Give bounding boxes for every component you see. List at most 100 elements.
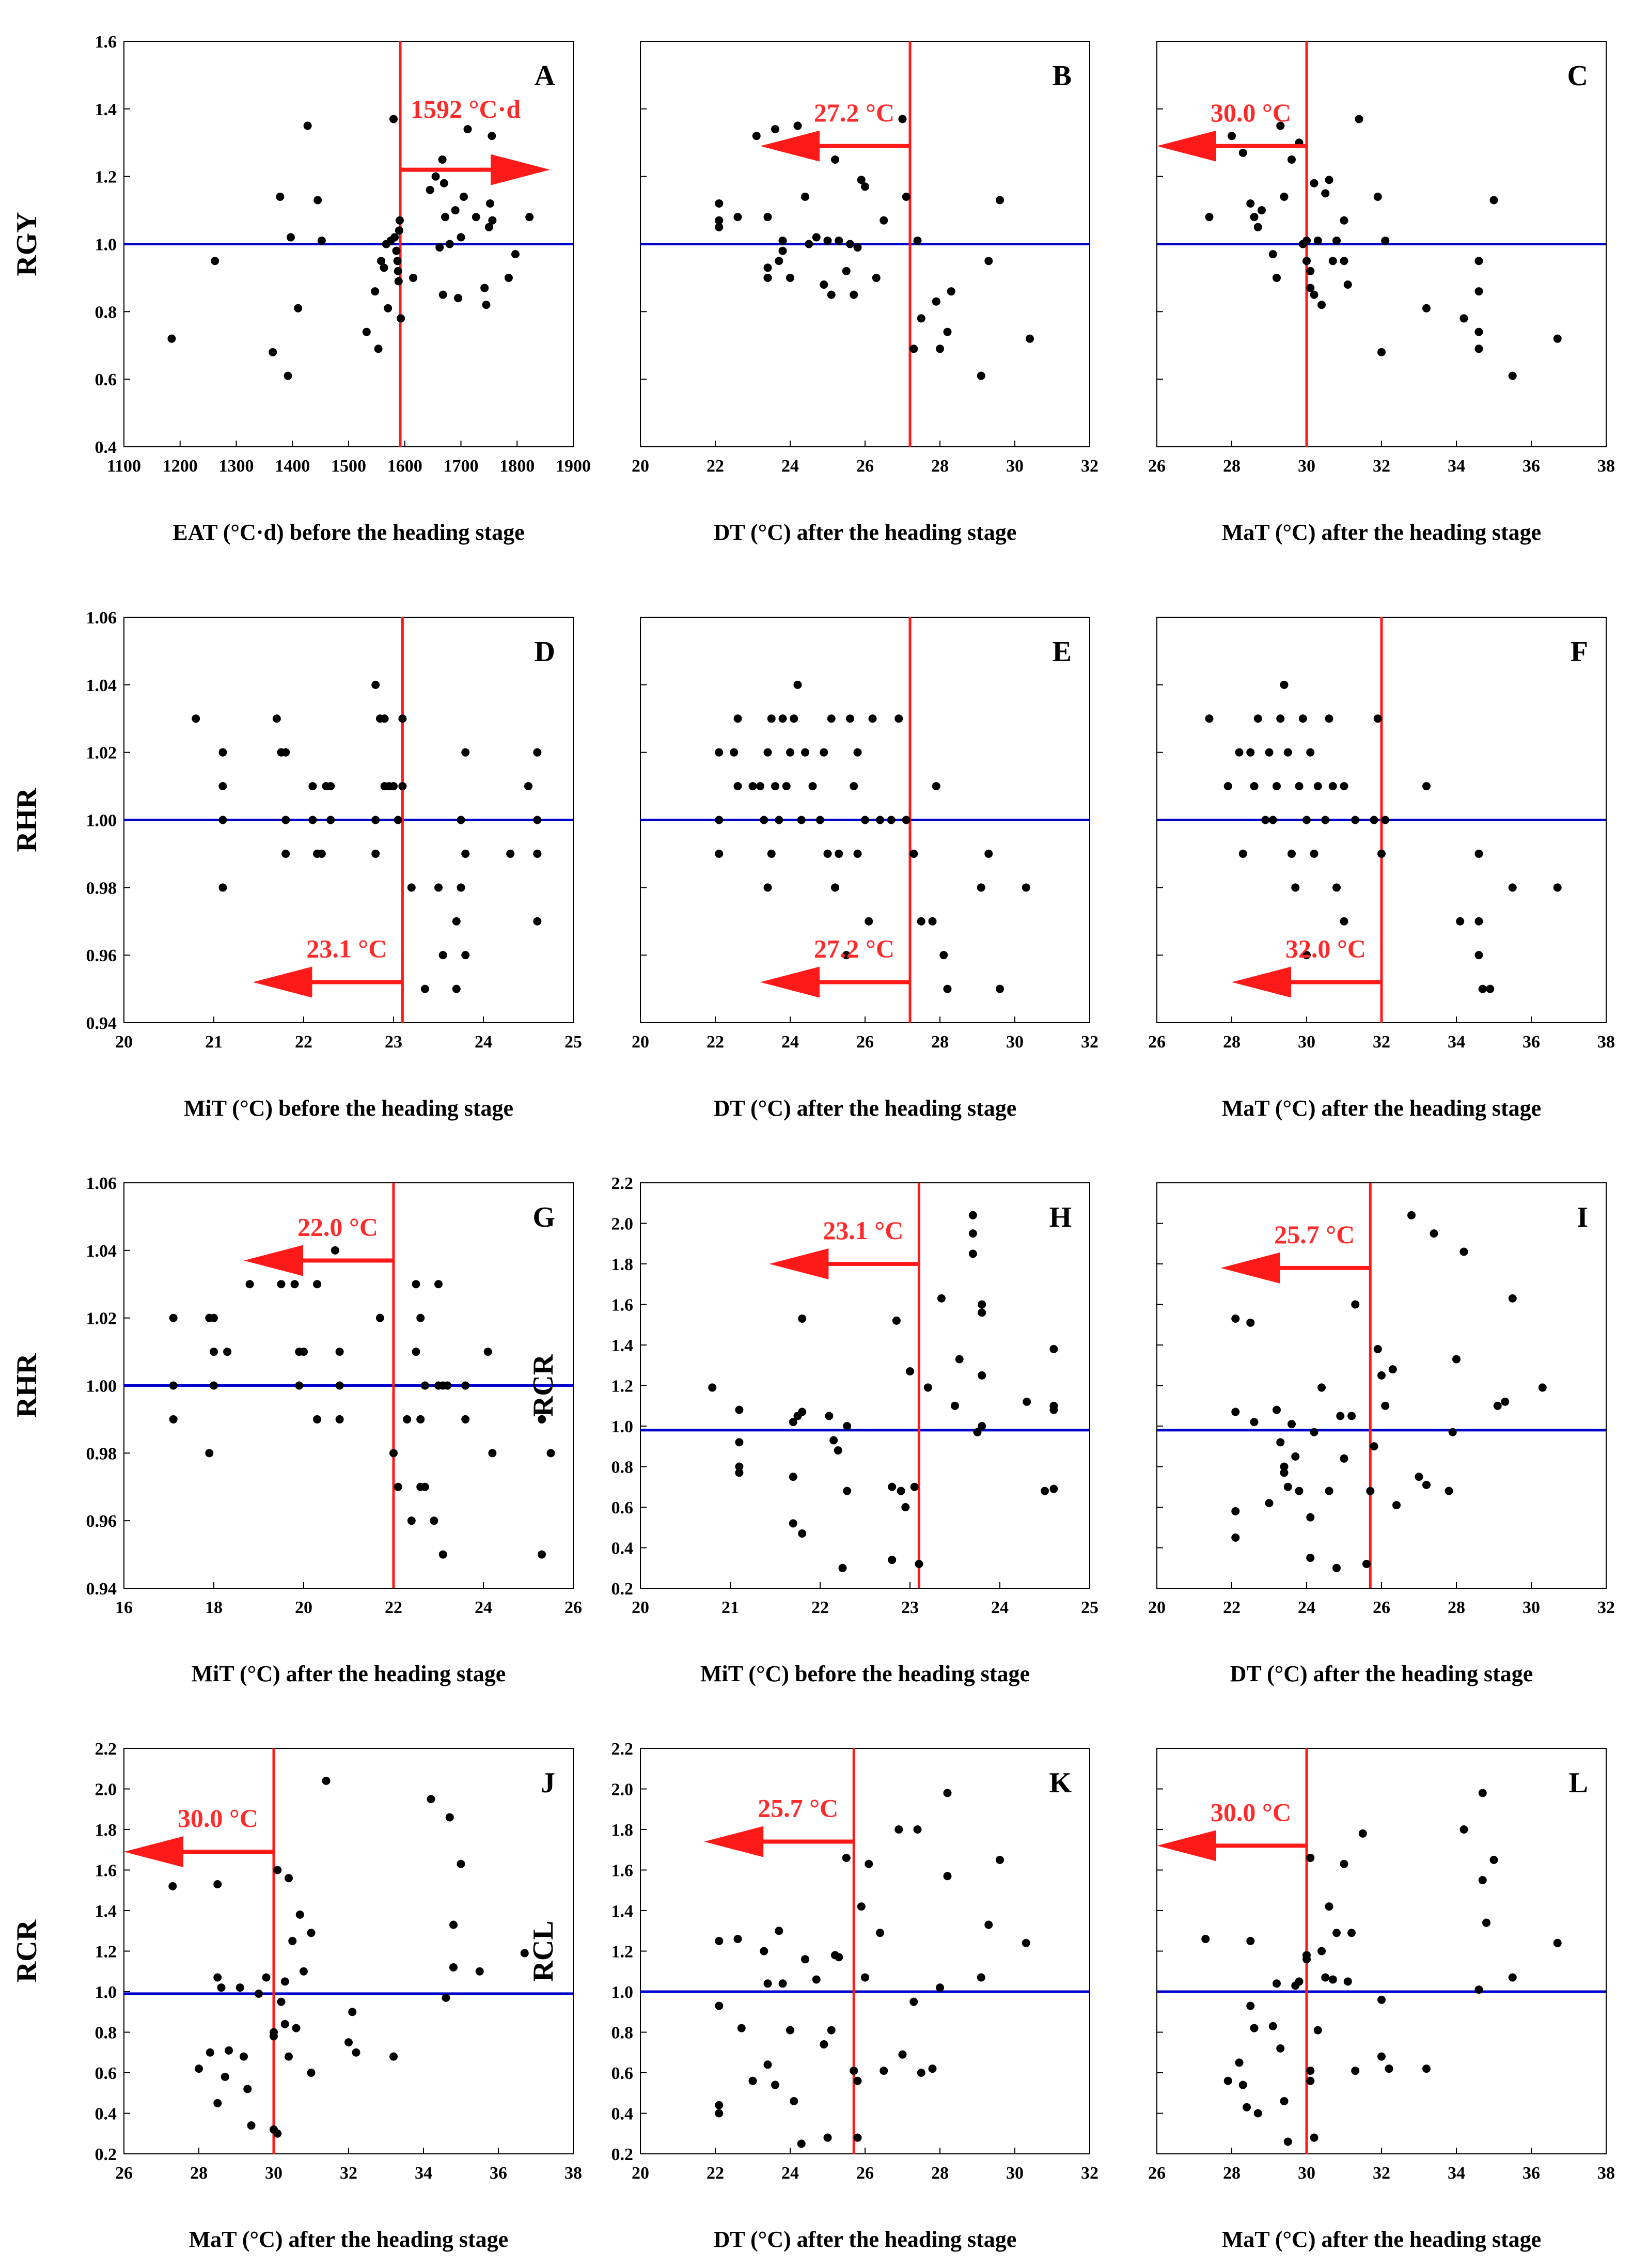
data-point bbox=[412, 1348, 420, 1356]
data-point bbox=[1456, 917, 1465, 926]
data-point bbox=[247, 2121, 256, 2130]
data-point bbox=[167, 334, 176, 343]
x-tick-label: 24 bbox=[475, 1598, 492, 1617]
data-point bbox=[1306, 1853, 1315, 1862]
data-point bbox=[842, 1853, 851, 1862]
data-point bbox=[1238, 2081, 1247, 2089]
data-point bbox=[1238, 148, 1247, 157]
data-point bbox=[326, 782, 335, 791]
y-tick-label: 0.96 bbox=[86, 946, 117, 965]
data-point bbox=[303, 121, 312, 130]
data-point bbox=[928, 917, 937, 926]
x-tick-label: 1200 bbox=[163, 457, 198, 476]
x-axis-label: DT (°C) after the heading stage bbox=[714, 1096, 1017, 1121]
x-tick-label: 22 bbox=[1223, 1598, 1241, 1617]
y-tick-label: 1.8 bbox=[611, 1255, 634, 1274]
data-point bbox=[352, 2048, 360, 2057]
y-tick-label: 1.8 bbox=[611, 1821, 634, 1840]
data-point bbox=[272, 714, 281, 723]
data-point bbox=[389, 1449, 398, 1458]
x-tick-label: 1400 bbox=[275, 457, 310, 476]
threshold-arrow-head bbox=[124, 1836, 183, 1868]
data-point bbox=[533, 816, 542, 824]
y-tick-label: 2.2 bbox=[611, 1740, 634, 1759]
panel-letter: H bbox=[1049, 1201, 1072, 1233]
data-point bbox=[782, 782, 791, 791]
data-point bbox=[348, 2008, 357, 2016]
x-tick-label: 38 bbox=[1597, 1033, 1615, 1052]
data-point bbox=[1246, 748, 1255, 757]
data-point bbox=[1373, 1344, 1382, 1353]
data-point bbox=[440, 179, 448, 187]
x-axis-label: DT (°C) after the heading stage bbox=[714, 2227, 1017, 2252]
data-point bbox=[1328, 782, 1337, 791]
y-tick-label: 0.8 bbox=[611, 1458, 634, 1477]
data-point bbox=[1340, 782, 1348, 791]
data-point bbox=[763, 748, 772, 757]
data-point bbox=[1231, 1507, 1240, 1515]
data-point bbox=[546, 1449, 555, 1458]
x-tick-label: 1500 bbox=[331, 457, 366, 476]
threshold-label: 22.0 °C bbox=[297, 1212, 378, 1241]
panel-d: 0.94 0.96 0.98 1.00 1.02 1.04 1.06 20 21 22 23 24 25… bbox=[11, 608, 582, 1121]
data-point bbox=[850, 290, 858, 299]
data-point bbox=[797, 2139, 806, 2148]
x-tick-label: 20 bbox=[295, 1598, 312, 1617]
data-point bbox=[909, 849, 918, 858]
data-point bbox=[1553, 1938, 1562, 1947]
data-point bbox=[1283, 2137, 1292, 2146]
panel-letter: L bbox=[1569, 1767, 1588, 1799]
data-point bbox=[1302, 816, 1311, 824]
x-tick-label: 1900 bbox=[556, 457, 591, 476]
data-point bbox=[820, 748, 828, 757]
data-point bbox=[1508, 1973, 1517, 1982]
data-point bbox=[1201, 1934, 1210, 1943]
data-point bbox=[326, 816, 335, 824]
data-point bbox=[533, 849, 542, 858]
data-point bbox=[767, 849, 776, 858]
data-point bbox=[913, 236, 922, 245]
data-point bbox=[1291, 883, 1300, 892]
data-point bbox=[955, 1355, 964, 1364]
data-point bbox=[335, 1381, 344, 1390]
data-point bbox=[1377, 849, 1386, 858]
x-tick-label: 32 bbox=[1373, 2164, 1390, 2183]
data-point bbox=[733, 782, 742, 791]
data-point bbox=[380, 263, 388, 272]
x-tick-label: 32 bbox=[1597, 1598, 1615, 1617]
data-point bbox=[771, 125, 779, 134]
data-point bbox=[434, 1280, 443, 1289]
x-tick-label: 36 bbox=[1523, 1033, 1540, 1052]
data-point bbox=[192, 714, 200, 723]
data-point bbox=[438, 951, 447, 960]
data-point bbox=[1022, 1938, 1030, 1947]
data-point bbox=[715, 2109, 724, 2118]
data-point bbox=[281, 748, 290, 757]
data-point bbox=[996, 196, 1004, 205]
data-point bbox=[888, 1556, 897, 1565]
data-point bbox=[393, 257, 402, 265]
x-tick-label: 28 bbox=[1448, 1598, 1465, 1617]
data-point bbox=[936, 345, 944, 353]
data-point bbox=[876, 1929, 884, 1937]
data-point bbox=[398, 714, 407, 723]
data-point bbox=[812, 233, 821, 242]
x-tick-label: 32 bbox=[1081, 457, 1098, 476]
data-point bbox=[868, 714, 877, 723]
data-point bbox=[1474, 257, 1483, 265]
data-point bbox=[205, 1449, 214, 1458]
data-point bbox=[1358, 1829, 1367, 1838]
data-point bbox=[533, 748, 542, 757]
data-point bbox=[1553, 334, 1562, 343]
threshold-arrow-head bbox=[1220, 1252, 1280, 1284]
x-axis-label: MaT (°C) after the heading stage bbox=[1222, 520, 1541, 545]
data-point bbox=[752, 132, 761, 140]
data-point bbox=[1288, 1420, 1296, 1429]
data-point bbox=[480, 284, 489, 292]
data-point bbox=[1049, 1484, 1058, 1493]
x-axis-label: MiT (°C) after the heading stage bbox=[192, 1661, 506, 1686]
data-point bbox=[778, 714, 787, 723]
threshold-arrow-head bbox=[1157, 130, 1216, 162]
data-point bbox=[947, 287, 955, 296]
data-point bbox=[218, 748, 227, 757]
